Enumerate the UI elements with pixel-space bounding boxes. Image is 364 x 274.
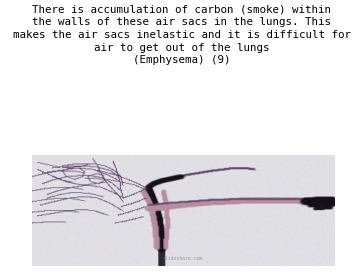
Text: slideshare.com: slideshare.com — [163, 256, 203, 261]
Text: There is accumulation of carbon (smoke) within
the walls of these air sacs in th: There is accumulation of carbon (smoke) … — [13, 4, 351, 65]
